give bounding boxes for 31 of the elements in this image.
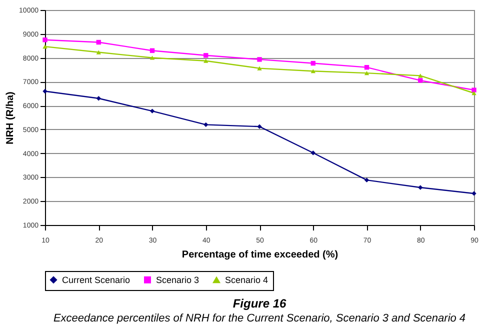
point — [364, 71, 370, 76]
text: Figure 16 — [232, 296, 286, 310]
legend-label: Scenario 4 — [225, 275, 268, 286]
point — [418, 185, 423, 190]
point — [42, 44, 48, 49]
y-axis-title: NRH (R/ha) — [5, 92, 16, 144]
point — [204, 122, 208, 128]
point — [96, 50, 101, 54]
legend-label: Scenario 3 — [156, 274, 200, 285]
point — [150, 48, 155, 53]
text: Exceedance percentiles of NRH for the Current Scenario, Scenario 3 and Scenario 4 — [53, 312, 466, 324]
point — [257, 66, 262, 70]
point — [150, 108, 155, 114]
point — [257, 124, 262, 129]
point — [204, 53, 208, 58]
point — [310, 60, 316, 66]
point — [472, 88, 476, 92]
point — [310, 150, 316, 156]
point — [418, 78, 423, 83]
legend-label: Current Scenario — [62, 274, 130, 285]
point — [364, 178, 370, 182]
x-axis-title: Percentage of time exceeded (%) — [182, 250, 338, 260]
point — [42, 38, 48, 42]
point — [472, 191, 476, 196]
point — [96, 40, 101, 45]
point — [150, 56, 155, 60]
point — [96, 96, 101, 101]
point — [204, 58, 208, 63]
point — [364, 64, 370, 70]
point — [42, 88, 48, 94]
point — [257, 57, 262, 62]
